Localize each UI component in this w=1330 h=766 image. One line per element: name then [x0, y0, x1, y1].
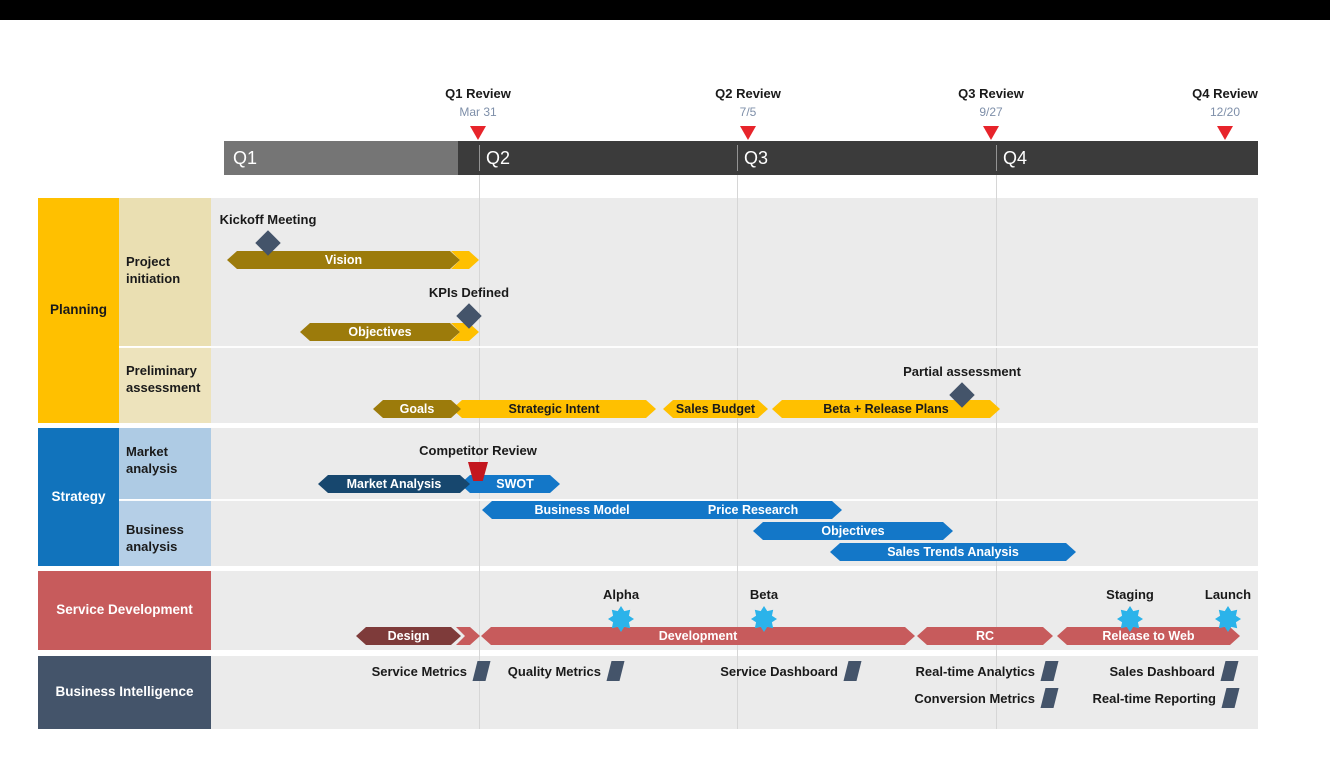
quarter-label-q2: Q2: [486, 148, 511, 168]
burst-icon-beta: [751, 606, 777, 632]
bi-label-conversion-metrics: Conversion Metrics: [914, 691, 1035, 706]
subrow-label-project-initiation: Project initiation: [126, 254, 181, 286]
review-triangle-icon: [470, 126, 486, 140]
bar-sales-trends-analysis: Sales Trends Analysis: [830, 543, 1076, 561]
quarter-label-q1: Q1: [233, 148, 258, 168]
lane-planning: [211, 198, 1258, 423]
section-label-planning: Planning: [38, 198, 119, 423]
burst-icon-launch: [1215, 606, 1241, 632]
review-title-q2-review: Q2 Review: [715, 86, 781, 101]
quarter-gridline: [737, 175, 738, 729]
bi-label-service-metrics: Service Metrics: [371, 664, 467, 679]
row-divider: [119, 346, 1258, 348]
review-triangle-icon: [983, 126, 999, 140]
timeline-bar-divider: [737, 145, 738, 171]
milestone-label-partial-assessment: Partial assessment: [903, 364, 1021, 379]
bar-tail-design: [456, 627, 480, 645]
bar-beta-release-plans: Beta + Release Plans: [772, 400, 1000, 418]
bi-label-quality-metrics: Quality Metrics: [507, 664, 601, 679]
bar-tail-objectives-planning: [451, 323, 479, 341]
bi-label-real-time-analytics: Real-time Analytics: [915, 664, 1035, 679]
bar-design: Design: [356, 627, 461, 645]
subrow-bg-preliminary-assessment: [119, 347, 211, 423]
burst-icon-staging: [1117, 606, 1143, 632]
timeline-bar-elapsed: [224, 141, 458, 175]
milestone-label-beta: Beta: [749, 587, 779, 602]
bar-swot: [460, 475, 560, 493]
lane-strategy: [211, 428, 1258, 566]
bar-sales-budget: Sales Budget: [663, 400, 768, 418]
subrow-bg-market-analysis: [119, 428, 211, 499]
quarter-gridline: [996, 175, 997, 729]
bar-objectives-planning: Objectives: [300, 323, 460, 341]
subrow-label-business-analysis: Business analysis: [126, 522, 184, 554]
bi-label-real-time-reporting: Real-time Reporting: [1092, 691, 1216, 706]
milestone-label-competitor-review: Competitor Review: [419, 443, 537, 458]
bi-label-service-dashboard: Service Dashboard: [720, 664, 838, 679]
review-date-q2-review: 7/5: [739, 105, 757, 119]
timeline-bar-divider: [996, 145, 997, 171]
bar-market-analysis: Market Analysis: [318, 475, 470, 493]
quarter-label-q4: Q4: [1003, 148, 1028, 168]
quarter-gridline: [479, 175, 480, 729]
bar-goals: Goals: [373, 400, 461, 418]
top-black-bar: [0, 0, 1330, 20]
timeline-bar-divider: [479, 145, 480, 171]
milestone-label-kickoff-meeting: Kickoff Meeting: [219, 212, 317, 227]
bar-strategic-intent: Strategic Intent: [452, 400, 656, 418]
quarter-label-q3: Q3: [744, 148, 769, 168]
subrow-bg-business-analysis: [119, 500, 211, 566]
bar-rc: RC: [917, 627, 1053, 645]
milestone-label-staging: Staging: [1106, 587, 1154, 602]
review-title-q1-review: Q1 Review: [445, 86, 511, 101]
milestone-label-alpha: Alpha: [602, 587, 640, 602]
bar-release-to-web: Release to Web: [1057, 627, 1240, 645]
section-label-service-development: Service Development: [38, 571, 211, 650]
bar-label-business-model: Business Model: [534, 503, 630, 517]
section-label-business-intelligence: Business Intelligence: [38, 656, 211, 729]
bar-objectives-strategy: Objectives: [753, 522, 953, 540]
review-date-q1-review: Mar 31: [459, 105, 497, 119]
review-date-q4-review: 12/20: [1209, 105, 1241, 119]
row-divider: [119, 499, 1258, 501]
subrow-bg-project-initiation: [119, 198, 211, 346]
bar-development: Development: [481, 627, 915, 645]
milestone-label-kpis-defined: KPIs Defined: [428, 285, 510, 300]
bar-label-price-research: Price Research: [707, 503, 799, 517]
bi-label-sales-dashboard: Sales Dashboard: [1109, 664, 1216, 679]
review-triangle-icon: [740, 126, 756, 140]
burst-icon-alpha: [608, 606, 634, 632]
milestone-label-launch: Launch: [1204, 587, 1252, 602]
subrow-label-market-analysis: Market analysis: [126, 444, 178, 476]
flag-icon-competitor-review: [468, 462, 488, 481]
lane-business-intelligence: [211, 656, 1258, 729]
bar-label-swot: SWOT: [496, 477, 534, 491]
review-title-q3-review: Q3 Review: [958, 86, 1024, 101]
bar-tail-vision: [451, 251, 479, 269]
section-label-strategy: Strategy: [38, 428, 119, 566]
review-triangle-icon: [1217, 126, 1233, 140]
review-date-q3-review: 9/27: [979, 105, 1003, 119]
bar-business-model-price-research: [482, 501, 842, 519]
review-title-q4-review: Q4 Review: [1192, 86, 1258, 101]
subrow-label-preliminary-assessment: Preliminary assessment: [126, 363, 201, 395]
bar-vision: Vision: [227, 251, 460, 269]
